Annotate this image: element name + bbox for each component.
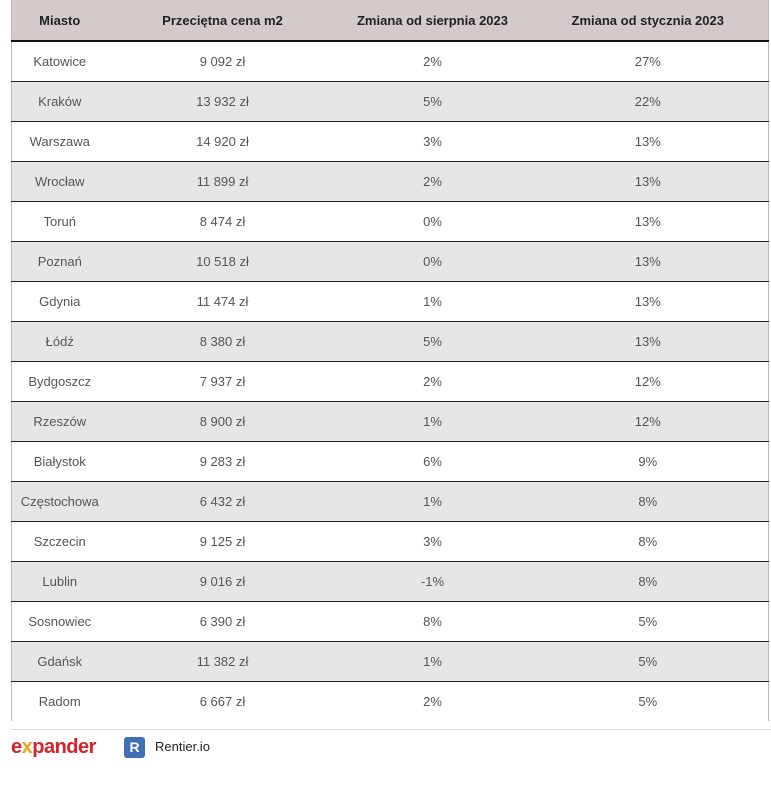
change-aug-cell: 1% bbox=[337, 481, 528, 522]
change-jan-cell: 27% bbox=[527, 41, 769, 82]
header-row: Miasto Przeciętna cena m2 Zmiana od sierpn… bbox=[11, 0, 769, 42]
city-cell: Kraków bbox=[11, 81, 108, 122]
city-cell: Gdynia bbox=[11, 281, 108, 322]
change-jan-cell: 12% bbox=[527, 361, 769, 402]
price-cell: 8 474 zł bbox=[107, 201, 338, 242]
price-cell: 8 900 zł bbox=[107, 401, 338, 442]
expander-logo: expander bbox=[11, 736, 96, 758]
table-row: Sosnowiec 6 390 zł 8% 5% bbox=[11, 601, 769, 642]
column-header: Miasto bbox=[11, 0, 108, 42]
price-cell: 6 667 zł bbox=[199, 694, 246, 709]
change-jan-cell: 13% bbox=[527, 161, 769, 202]
price-cell: 10 518 zł bbox=[107, 241, 338, 282]
change-aug-cell: 2% bbox=[337, 41, 528, 82]
change-jan-cell: 8% bbox=[527, 561, 769, 602]
change-aug-cell: 2% bbox=[423, 694, 442, 709]
column-header: Zmiana od stycznia 2023 bbox=[527, 0, 769, 42]
change-aug-cell: 1% bbox=[337, 641, 528, 682]
table-row: Warszawa 14 920 zł 3% 13% bbox=[11, 121, 769, 162]
change-aug-cell: 2% bbox=[337, 361, 528, 402]
table-row: Wrocław 11 899 zł 2% 13% bbox=[11, 161, 769, 202]
table-row: Białystok 9 283 zł 6% 9% bbox=[11, 441, 769, 482]
city-cell: Częstochowa bbox=[11, 481, 108, 522]
change-jan-cell: 8% bbox=[527, 521, 769, 562]
city-cell: Białystok bbox=[11, 441, 108, 482]
change-jan-cell: 13% bbox=[527, 201, 769, 242]
change-jan-cell: 5% bbox=[527, 601, 769, 642]
change-aug-cell: 0% bbox=[337, 201, 528, 242]
table-row: Łódź 8 380 zł 5% 13% bbox=[11, 321, 769, 362]
table-row: Częstochowa 6 432 zł 1% 8% bbox=[11, 481, 769, 522]
city-cell: Poznań bbox=[11, 241, 108, 282]
table-row: Gdańsk 11 382 zł 1% 5% bbox=[11, 641, 769, 682]
price-cell: 11 382 zł bbox=[107, 641, 338, 682]
table-row: Katowice 9 092 zł 2% 27% bbox=[11, 41, 769, 82]
change-jan-cell: 13% bbox=[527, 121, 769, 162]
footer: expander R Rentier.io bbox=[11, 729, 771, 770]
change-jan-cell: 5% bbox=[638, 694, 658, 709]
change-aug-cell: 2% bbox=[337, 161, 528, 202]
city-cell: Radom bbox=[38, 694, 81, 709]
city-cell: Sosnowiec bbox=[11, 601, 108, 642]
table-row: Gdynia 11 474 zł 1% 13% bbox=[11, 281, 769, 322]
table-row: Kraków 13 932 zł 5% 22% bbox=[11, 81, 769, 122]
price-cell: 9 016 zł bbox=[107, 561, 338, 602]
table-row: Toruń 8 474 zł 0% 13% bbox=[11, 201, 769, 242]
change-aug-cell: 1% bbox=[337, 281, 528, 322]
city-cell: Warszawa bbox=[11, 121, 108, 162]
change-jan-cell: 5% bbox=[527, 641, 769, 682]
city-cell: Lublin bbox=[11, 561, 108, 602]
table-row: Radom 6 667 zł 2% 5% bbox=[12, 682, 769, 722]
price-cell: 11 899 zł bbox=[107, 161, 338, 202]
price-cell: 9 092 zł bbox=[107, 41, 338, 82]
price-cell: 8 380 zł bbox=[107, 321, 338, 362]
price-cell: 7 937 zł bbox=[107, 361, 338, 402]
table-row: Bydgoszcz 7 937 zł 2% 12% bbox=[11, 361, 769, 402]
change-aug-cell: 5% bbox=[337, 81, 528, 122]
change-aug-cell: 6% bbox=[337, 441, 528, 482]
change-aug-cell: 5% bbox=[337, 321, 528, 362]
table-row: Lublin 9 016 zł -1% 8% bbox=[11, 561, 769, 602]
table-row: Rzeszów 8 900 zł 1% 12% bbox=[11, 401, 769, 442]
change-aug-cell: 0% bbox=[337, 241, 528, 282]
change-jan-cell: 13% bbox=[527, 321, 769, 362]
price-cell: 14 920 zł bbox=[107, 121, 338, 162]
change-jan-cell: 12% bbox=[527, 401, 769, 442]
city-cell: Bydgoszcz bbox=[11, 361, 108, 402]
change-aug-cell: -1% bbox=[337, 561, 528, 602]
price-cell: 6 432 zł bbox=[107, 481, 338, 522]
city-cell: Szczecin bbox=[11, 521, 108, 562]
city-cell: Gdańsk bbox=[11, 641, 108, 682]
change-jan-cell: 22% bbox=[527, 81, 769, 122]
change-jan-cell: 13% bbox=[527, 281, 769, 322]
price-cell: 11 474 zł bbox=[107, 281, 338, 322]
city-cell: Wrocław bbox=[11, 161, 108, 202]
change-jan-cell: 13% bbox=[527, 241, 769, 282]
change-aug-cell: 1% bbox=[337, 401, 528, 442]
rentier-label: Rentier.io bbox=[155, 739, 210, 754]
price-cell: 9 283 zł bbox=[107, 441, 338, 482]
price-cell: 13 932 zł bbox=[107, 81, 338, 122]
price-cell: 6 390 zł bbox=[107, 601, 338, 642]
price-cell: 9 125 zł bbox=[107, 521, 338, 562]
change-jan-cell: 9% bbox=[527, 441, 769, 482]
city-cell: Rzeszów bbox=[11, 401, 108, 442]
rentier-logo-icon: R bbox=[124, 737, 145, 758]
city-cell: Toruń bbox=[11, 201, 108, 242]
column-header: Przeciętna cena m2 bbox=[107, 0, 338, 42]
city-cell: Łódź bbox=[11, 321, 108, 362]
change-aug-cell: 3% bbox=[337, 121, 528, 162]
change-aug-cell: 8% bbox=[337, 601, 528, 642]
table-row: Szczecin 9 125 zł 3% 8% bbox=[11, 521, 769, 562]
change-aug-cell: 3% bbox=[337, 521, 528, 562]
city-cell: Katowice bbox=[11, 41, 108, 82]
change-jan-cell: 8% bbox=[527, 481, 769, 522]
column-header: Zmiana od sierpnia 2023 bbox=[337, 0, 528, 42]
price-table: Miasto Przeciętna cena m2 Zmiana od sierpn… bbox=[11, 0, 769, 721]
table-row: Poznań 10 518 zł 0% 13% bbox=[11, 241, 769, 282]
